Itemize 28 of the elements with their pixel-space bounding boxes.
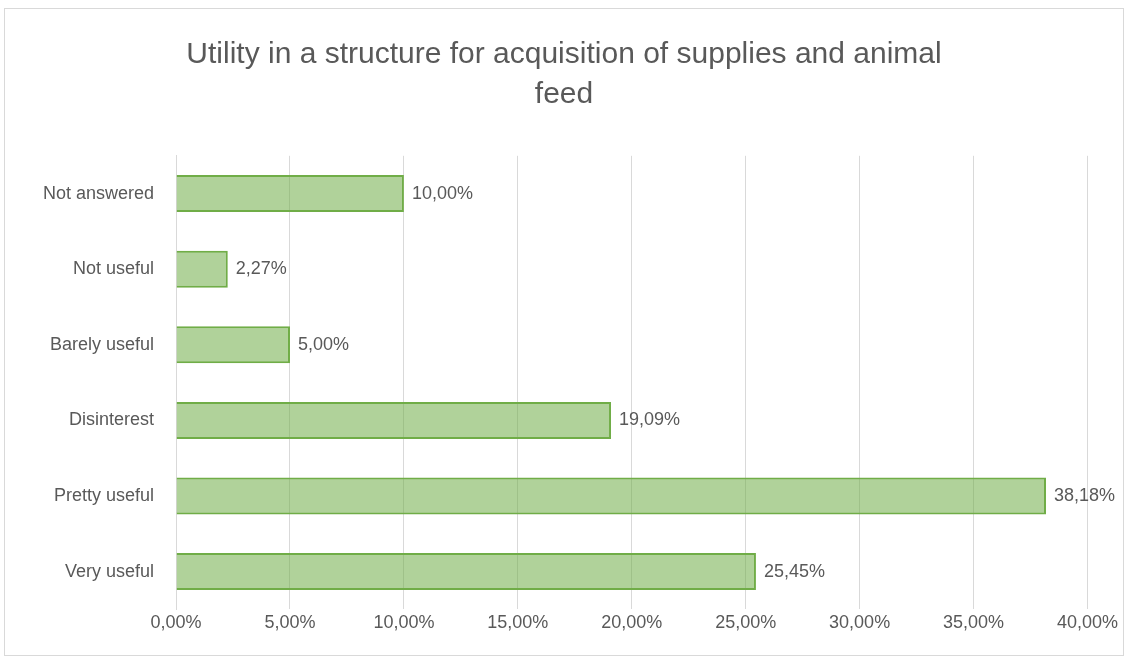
bar — [176, 477, 1047, 515]
y-tick-label: Disinterest — [69, 409, 155, 430]
data-label: 38,18% — [1054, 484, 1116, 505]
data-label: 10,00% — [411, 182, 473, 203]
y-tick-label: Not useful — [73, 258, 155, 279]
data-label: 5,00% — [297, 333, 350, 354]
data-label: 25,45% — [763, 560, 826, 581]
y-tick-label: Very useful — [65, 560, 155, 581]
bar — [176, 250, 228, 288]
x-tick-label: 40,00% — [1056, 612, 1119, 633]
x-tick-label: 30,00% — [829, 612, 891, 633]
y-tick-label: Not answered — [43, 182, 155, 203]
bar — [176, 175, 404, 213]
x-tick-label: 15,00% — [487, 612, 549, 633]
bar — [176, 401, 612, 439]
x-tick-label: 35,00% — [943, 612, 1005, 633]
y-tick-label: Pretty useful — [54, 484, 155, 505]
bar — [176, 326, 290, 364]
data-label: 2,27% — [235, 258, 287, 279]
y-tick-label: Barely useful — [50, 333, 155, 354]
x-tick-label: 20,00% — [601, 612, 663, 633]
x-tick-label: 10,00% — [373, 612, 435, 633]
chart-title: Utility in a structure for acquisition of supplies and animal feed — [185, 35, 943, 111]
bar — [176, 553, 756, 591]
x-tick-label: 0,00% — [150, 612, 202, 633]
x-tick-label: 5,00% — [264, 612, 316, 633]
x-tick-label: 25,00% — [715, 612, 777, 633]
data-label: 19,09% — [619, 409, 681, 430]
